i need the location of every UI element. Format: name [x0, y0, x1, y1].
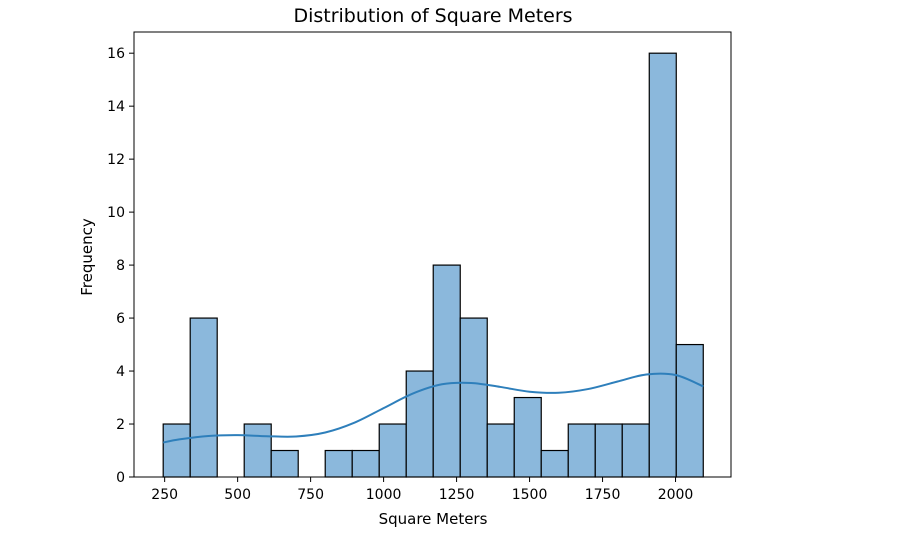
y-tick-label: 16 [107, 46, 125, 62]
histogram-bar [621, 423, 650, 478]
y-tick-label: 6 [116, 311, 125, 327]
histogram-bar [594, 423, 623, 478]
y-tick-label: 12 [107, 152, 125, 168]
histogram-bar [189, 317, 218, 478]
y-tick-label: 8 [116, 258, 125, 274]
x-tick-label: 500 [224, 487, 251, 503]
histogram-bar [324, 449, 353, 478]
x-tick-label: 2000 [658, 487, 694, 503]
histogram-bar [513, 396, 542, 478]
kde-curve [162, 372, 704, 444]
y-axis-label: Frequency [78, 218, 96, 296]
y-tick-label: 2 [116, 417, 125, 433]
histogram-bar [432, 264, 461, 478]
plot-frame [133, 31, 732, 478]
x-tick-label: 1250 [439, 487, 475, 503]
x-tick-label: 1500 [512, 487, 548, 503]
histogram-bar [378, 423, 407, 478]
histogram-bar [270, 449, 299, 478]
histogram-bar [351, 449, 380, 478]
y-tick-label: 0 [116, 470, 125, 486]
chart-title: Distribution of Square Meters [293, 5, 572, 27]
x-tick-label: 1000 [366, 487, 402, 503]
histogram-bar [486, 423, 515, 478]
x-tick-label: 750 [297, 487, 324, 503]
y-tick-label: 14 [107, 99, 125, 115]
x-axis-label: Square Meters [379, 510, 488, 528]
histogram-bars [162, 52, 704, 478]
histogram-bar [675, 343, 704, 478]
x-tick-label: 1750 [585, 487, 621, 503]
y-tick-label: 4 [116, 364, 125, 380]
x-axis: 250 500 750 1000 1250 1500 1750 2000 [151, 477, 693, 503]
y-axis: 0 2 4 6 8 10 12 14 16 [107, 46, 134, 486]
histogram-bar [540, 449, 569, 478]
x-tick-label: 250 [151, 487, 178, 503]
histogram-bar [648, 52, 677, 478]
histogram-bar [162, 423, 191, 478]
histogram-bar [459, 317, 488, 478]
histogram-bar [243, 423, 272, 478]
y-tick-label: 10 [107, 205, 125, 221]
histogram-bar [567, 423, 596, 478]
